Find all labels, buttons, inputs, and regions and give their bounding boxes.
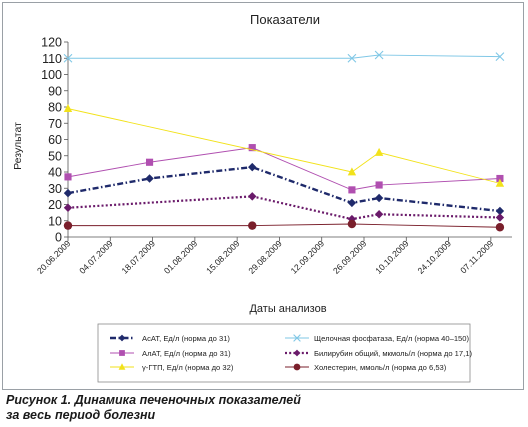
y-tick-label: 120 [41, 36, 62, 50]
series-line [67, 147, 500, 191]
data-point [248, 162, 257, 172]
legend-entry: γ-ГТП, Ед/л (норма до 32) [110, 363, 234, 372]
data-point [375, 181, 383, 189]
data-point [145, 158, 154, 166]
y-tick-label: 90 [48, 84, 62, 98]
data-point [145, 174, 154, 183]
series-1 [63, 162, 505, 216]
data-point [63, 221, 73, 230]
legend-label: γ-ГТП, Ед/л (норма до 32) [142, 363, 234, 372]
legend-box [97, 323, 471, 383]
line-chart: Показатели Результат Даты анализов 0 10 20… [12, 12, 512, 383]
figure-caption: Рисунок 1. Динамика печеночных показател… [6, 393, 522, 423]
data-point [293, 349, 301, 357]
x-tick-label: 20.06.2009 [35, 238, 73, 276]
data-point [374, 147, 384, 156]
data-point [348, 186, 356, 194]
legend-entry: АсАТ, Ед/л (норма до 31) [110, 334, 230, 343]
x-tick-label: 12.09.2009 [289, 238, 327, 276]
axes: 0 10 20 30 40 50 60 70 80 90 100 110 120 20.06.2009 04… [35, 36, 512, 276]
data-point [495, 213, 505, 222]
chart-title: Показатели [250, 12, 320, 27]
series-line [68, 54, 500, 59]
data-point [63, 53, 73, 63]
data-point [374, 210, 384, 219]
series-line [67, 165, 501, 213]
data-point [347, 214, 357, 224]
legend-label: Щелочная фосфатаза, Ед/л (норма 40–150) [314, 334, 469, 343]
y-tick-label: 60 [48, 133, 62, 147]
data-point [347, 167, 357, 176]
data-point [495, 206, 505, 216]
data-point [495, 223, 505, 232]
x-tick-label: 15.08.2009 [204, 238, 242, 276]
legend-label: АлАТ, Ед/л (норма до 31) [142, 349, 231, 358]
y-tick-label: 110 [42, 52, 62, 66]
caption-line-2: за весь период болезни [6, 408, 156, 422]
y-tick-label: 70 [48, 117, 62, 131]
x-tick-label: 24.10.2009 [415, 238, 453, 276]
y-tick-label: 50 [48, 149, 62, 163]
legend-entry: Билирубин общий, мкмоль/л (норма до 17,1… [285, 349, 472, 358]
y-tick-label: 10 [48, 214, 62, 228]
series-layer [63, 50, 505, 232]
caption-line-1: Рисунок 1. Динамика печеночных показател… [6, 393, 301, 407]
y-tick-label: 40 [48, 166, 62, 180]
data-point [293, 363, 301, 371]
data-point [248, 192, 257, 201]
legend-label: Билирубин общий, мкмоль/л (норма до 17,1… [314, 349, 472, 358]
data-point [248, 144, 256, 152]
x-tick-label: 26.09.2009 [331, 238, 369, 276]
series-2 [63, 50, 505, 63]
series-5 [63, 104, 505, 187]
data-point [495, 178, 505, 187]
series-4 [63, 192, 505, 224]
data-point [347, 219, 357, 229]
data-point [119, 350, 125, 356]
y-axis-label: Результат [12, 122, 24, 170]
legend-label: Холестерин, ммоль/л (норма до 6,53) [314, 363, 447, 372]
data-point [63, 188, 73, 198]
series-line [67, 108, 501, 184]
x-tick-label: 01.08.2009 [162, 238, 200, 276]
x-tick-label: 10.10.2009 [373, 238, 411, 276]
x-tick-label: 04.07.2009 [77, 238, 115, 276]
data-point [63, 104, 73, 112]
series-line [67, 195, 500, 221]
y-tick-label: 20 [48, 198, 62, 212]
data-point [347, 53, 357, 63]
data-point [118, 334, 126, 342]
y-tick-label: 80 [48, 101, 62, 115]
data-point [118, 363, 126, 370]
data-point [248, 221, 257, 230]
legend-entry: Холестерин, ммоль/л (норма до 6,53) [285, 363, 447, 372]
data-point [374, 50, 384, 60]
data-point [63, 203, 73, 212]
x-tick-label: 07.11.2009 [458, 238, 495, 275]
y-tick-label: 30 [48, 182, 62, 196]
data-point [64, 173, 72, 181]
legend-label: АсАТ, Ед/л (норма до 31) [142, 334, 230, 343]
data-point [495, 52, 505, 62]
data-point [347, 198, 357, 208]
y-tick-label: 0 [55, 231, 62, 245]
data-point [496, 174, 504, 183]
series-3 [64, 144, 504, 194]
x-axis-label: Даты анализов [249, 303, 326, 315]
x-tick-label: 29.08.2009 [246, 238, 284, 276]
legend: АсАТ, Ед/л (норма до 31) Щелочная фосфата… [110, 334, 472, 372]
x-tick-label: 18.07.2009 [119, 238, 157, 276]
data-point [293, 334, 301, 342]
y-tick-label: 100 [41, 68, 62, 82]
legend-entry: Щелочная фосфатаза, Ед/л (норма 40–150) [285, 334, 469, 343]
data-point [374, 193, 384, 203]
legend-entry: АлАТ, Ед/л (норма до 31) [110, 349, 231, 358]
series-line [68, 223, 500, 228]
series-6 [63, 219, 505, 232]
